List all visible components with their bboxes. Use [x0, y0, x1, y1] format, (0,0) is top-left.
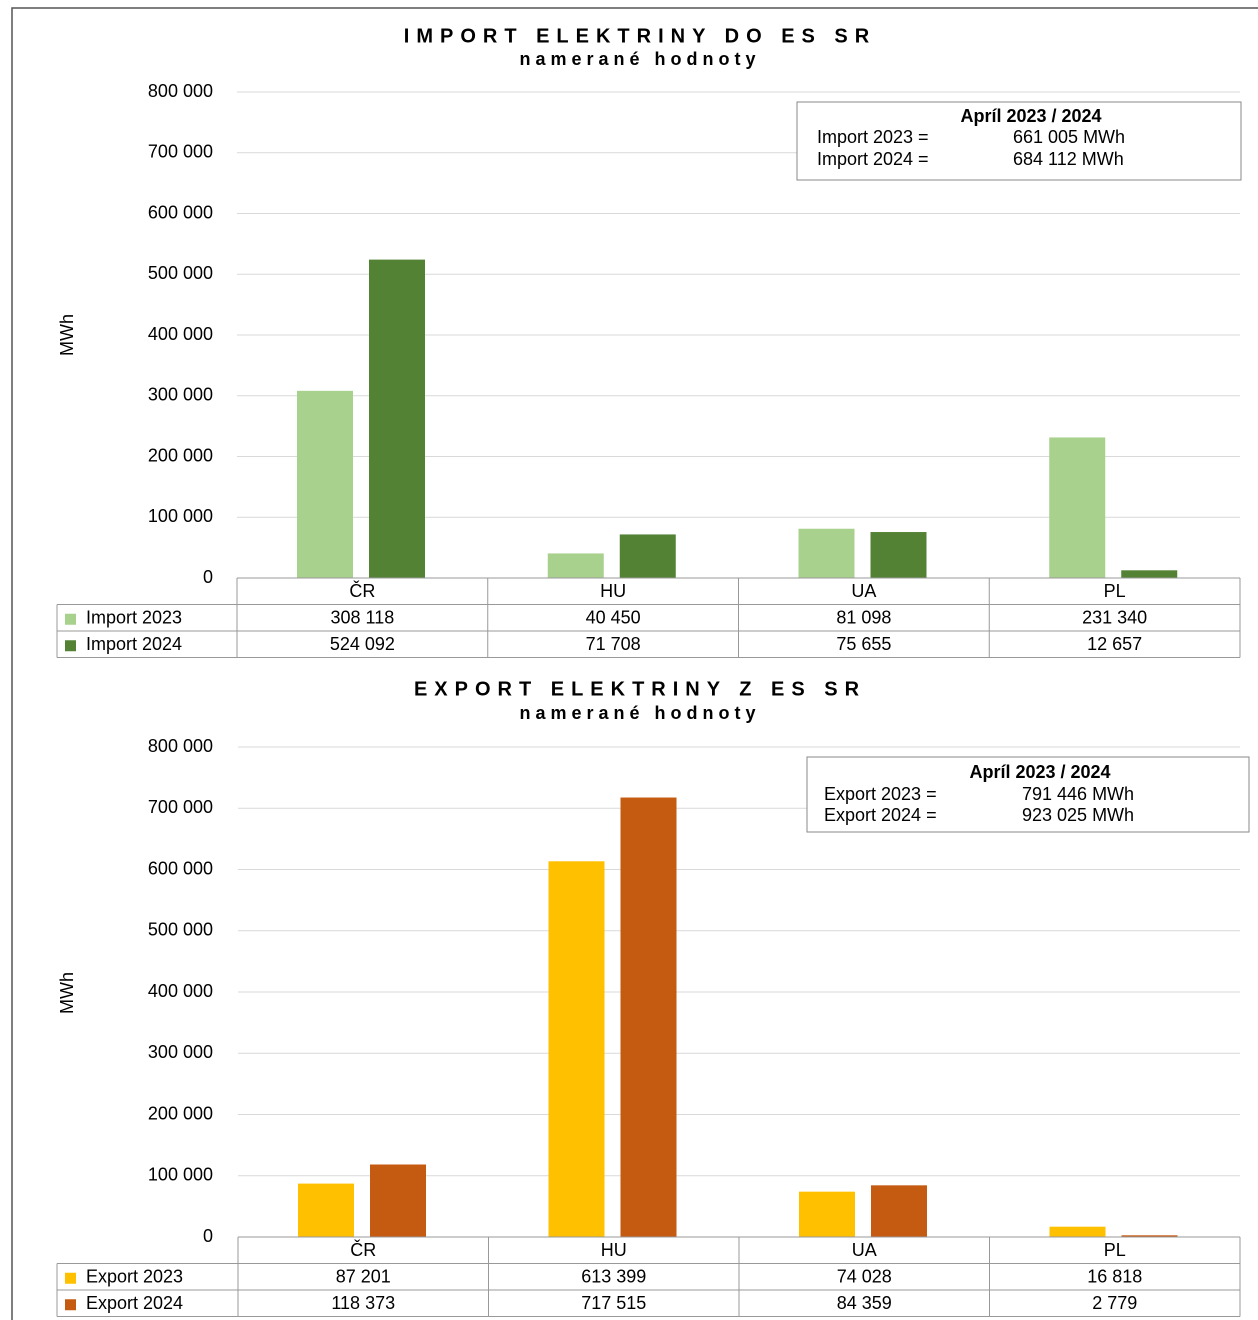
table-value: 87 201 — [336, 1267, 391, 1287]
y-tick-label: 300 000 — [148, 1042, 213, 1062]
y-tick-label: 400 000 — [148, 981, 213, 1001]
table-value: 2 779 — [1092, 1293, 1137, 1313]
y-tick-label: 100 000 — [148, 506, 213, 526]
outer-frame — [11, 7, 1258, 1320]
table-value: 16 818 — [1087, 1267, 1142, 1287]
x-tick-label: ČR — [349, 580, 375, 601]
y-tick-label: 700 000 — [148, 797, 213, 817]
chart-title: EXPORT ELEKTRINY Z ES SR — [414, 678, 866, 700]
bar — [620, 797, 677, 1237]
x-tick-label: UA — [851, 581, 876, 601]
bar — [548, 861, 605, 1237]
bar — [297, 390, 353, 578]
y-tick-label: 700 000 — [148, 142, 213, 162]
legend-swatch — [65, 1299, 76, 1311]
table-value: 84 359 — [837, 1293, 892, 1313]
bar — [870, 532, 927, 578]
y-tick-label: 500 000 — [148, 263, 213, 283]
bar — [369, 259, 425, 578]
annotation-value: 923 025 MWh — [1022, 805, 1134, 825]
chart-subtitle: namerané hodnoty — [519, 703, 760, 723]
annotation-label: Export 2023 = — [824, 784, 937, 804]
y-tick-label: 800 000 — [148, 81, 213, 101]
legend-label: Export 2023 — [86, 1267, 183, 1287]
table-value: 40 450 — [586, 608, 641, 628]
table-value: 71 708 — [586, 634, 641, 654]
annotation-value: 791 446 MWh — [1022, 784, 1134, 804]
y-tick-label: 800 000 — [148, 736, 213, 756]
annotation-label: Import 2023 = — [817, 127, 929, 147]
table-value: 75 655 — [836, 634, 891, 654]
annotation-label: Export 2024 = — [824, 805, 937, 825]
table-value: 613 399 — [581, 1267, 646, 1287]
x-tick-label: HU — [601, 1240, 627, 1260]
bar — [871, 1185, 927, 1237]
table-value: 118 373 — [331, 1293, 395, 1313]
bar — [798, 528, 855, 578]
x-tick-label: HU — [600, 581, 626, 601]
bar — [1121, 570, 1178, 578]
legend-swatch — [65, 613, 76, 625]
y-tick-label: 0 — [203, 1226, 213, 1246]
table-value: 81 098 — [836, 608, 891, 628]
bar — [1049, 1226, 1106, 1237]
annotation-title: Apríl 2023 / 2024 — [960, 106, 1101, 126]
bar — [619, 534, 676, 578]
table-value: 74 028 — [837, 1267, 892, 1287]
annotation-value: 684 112 MWh — [1013, 149, 1124, 169]
annotation-title: Apríl 2023 / 2024 — [969, 762, 1110, 782]
bar — [298, 1183, 354, 1237]
x-tick-label: PL — [1104, 1240, 1126, 1260]
y-tick-label: 200 000 — [148, 1103, 213, 1123]
table-value: 12 657 — [1087, 634, 1142, 654]
bar — [547, 553, 604, 578]
bar — [1049, 437, 1106, 578]
x-tick-label: PL — [1104, 581, 1126, 601]
chart-subtitle: namerané hodnoty — [519, 49, 760, 69]
y-axis-label: MWh — [57, 314, 77, 356]
y-tick-label: 600 000 — [148, 858, 213, 878]
bar — [799, 1191, 855, 1237]
bar — [370, 1164, 426, 1237]
y-axis-label: MWh — [57, 972, 77, 1014]
bar — [1121, 1235, 1178, 1237]
annotation-box — [806, 756, 1250, 833]
legend-swatch — [65, 1272, 76, 1284]
y-tick-label: 0 — [203, 567, 213, 587]
annotation-value: 661 005 MWh — [1013, 127, 1125, 147]
table-value: 308 118 — [331, 608, 395, 628]
legend-label: Export 2024 — [86, 1293, 183, 1313]
chart-title: IMPORT ELEKTRINY DO ES SR — [404, 25, 876, 47]
y-tick-label: 600 000 — [148, 202, 213, 222]
table-value: 231 340 — [1082, 608, 1147, 628]
annotation-label: Import 2024 = — [817, 149, 929, 169]
legend-label: Import 2024 — [86, 634, 182, 654]
table-value: 717 515 — [581, 1293, 646, 1313]
x-tick-label: ČR — [350, 1239, 376, 1260]
y-tick-label: 300 000 — [148, 385, 213, 405]
legend-swatch — [65, 640, 76, 652]
x-tick-label: UA — [852, 1240, 877, 1260]
y-tick-label: 100 000 — [148, 1165, 213, 1185]
annotation-box — [796, 101, 1242, 181]
y-tick-label: 200 000 — [148, 445, 213, 465]
table-value: 524 092 — [330, 634, 395, 654]
y-tick-label: 400 000 — [148, 324, 213, 344]
legend-label: Import 2023 — [86, 608, 182, 628]
y-tick-label: 500 000 — [148, 920, 213, 940]
